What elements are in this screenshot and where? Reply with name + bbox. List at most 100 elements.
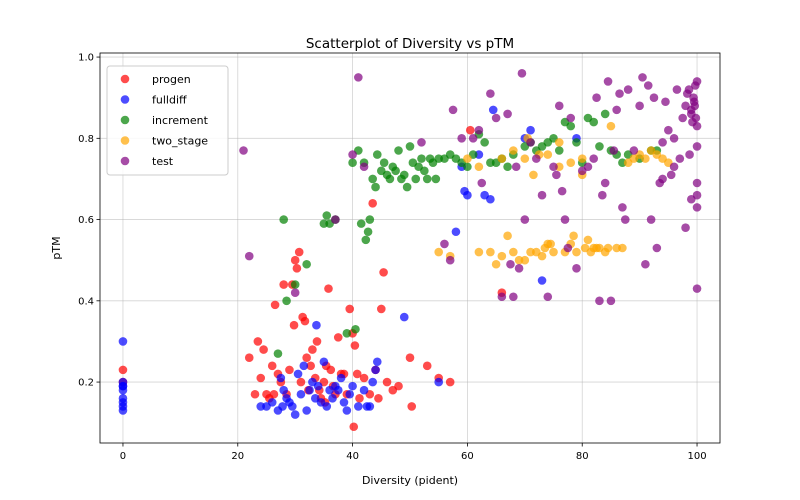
- data-point-progen: [445, 377, 455, 387]
- data-point-increment: [379, 158, 389, 167]
- data-point-fulldiff: [313, 381, 323, 391]
- x-tick-label: 0: [120, 451, 126, 462]
- data-point-progen: [290, 255, 300, 265]
- data-point-two_stage: [503, 231, 512, 241]
- data-point-two_stage: [641, 154, 650, 163]
- chart-title: Scatterplot of Diversity vs pTM: [306, 36, 514, 52]
- data-point-test: [448, 105, 458, 115]
- data-point-fulldiff: [278, 402, 287, 411]
- data-point-test: [598, 190, 607, 200]
- data-point-fulldiff: [486, 194, 495, 204]
- data-point-progen: [407, 402, 417, 411]
- data-point-test: [537, 190, 547, 200]
- data-point-two_stage: [509, 247, 518, 257]
- data-point-increment: [431, 174, 441, 184]
- data-point-progen: [308, 345, 317, 354]
- data-point-fulldiff: [451, 227, 461, 237]
- data-point-increment: [371, 182, 380, 192]
- data-point-increment: [361, 235, 371, 245]
- y-tick-label: 0.4: [78, 296, 94, 307]
- data-point-fulldiff: [293, 369, 303, 379]
- data-point-fulldiff: [339, 398, 349, 407]
- data-point-fulldiff: [365, 402, 375, 411]
- data-point-test: [646, 215, 656, 224]
- data-point-fulldiff: [305, 385, 314, 395]
- data-point-progen: [326, 365, 336, 375]
- data-point-test: [672, 85, 682, 94]
- data-point-test: [592, 93, 601, 102]
- data-point-progen: [300, 316, 310, 326]
- data-point-progen: [118, 365, 128, 375]
- data-point-increment: [356, 219, 366, 228]
- data-point-progen: [279, 280, 289, 289]
- data-point-progen: [355, 394, 364, 403]
- data-point-test: [623, 85, 633, 94]
- data-point-test: [612, 105, 621, 115]
- data-point-increment: [394, 146, 403, 155]
- data-point-fulldiff: [322, 402, 332, 411]
- data-point-progen: [294, 247, 304, 257]
- data-point-increment: [503, 162, 512, 172]
- data-point-test: [685, 150, 694, 159]
- data-point-increment: [463, 162, 472, 172]
- data-point-test: [618, 203, 627, 212]
- data-point-test: [572, 264, 581, 273]
- data-point-increment: [420, 166, 429, 176]
- data-point-increment: [290, 280, 300, 289]
- data-point-test: [603, 77, 613, 86]
- data-point-test: [348, 150, 357, 159]
- data-point-test: [669, 134, 679, 143]
- data-point-progen: [269, 389, 279, 399]
- data-point-two_stage: [569, 231, 578, 241]
- data-point-fulldiff: [537, 276, 547, 285]
- data-point-increment: [368, 174, 377, 184]
- data-point-test: [552, 170, 561, 180]
- data-point-progen: [405, 353, 415, 362]
- data-point-fulldiff: [267, 398, 277, 407]
- data-point-test: [692, 142, 702, 151]
- data-point-test: [417, 138, 426, 147]
- data-point-increment: [399, 170, 409, 180]
- data-point-two_stage: [577, 154, 587, 163]
- data-point-test: [635, 101, 644, 111]
- data-point-test: [583, 162, 593, 172]
- x-axis-title: Diversity (pident): [362, 474, 458, 487]
- data-point-fulldiff: [118, 337, 128, 346]
- data-point-test: [239, 146, 248, 155]
- data-point-progen: [296, 377, 306, 387]
- data-point-test: [486, 89, 495, 98]
- data-point-progen: [422, 361, 432, 371]
- x-tick-label: 40: [346, 451, 359, 462]
- data-point-two_stage: [497, 154, 507, 163]
- data-point-progen: [382, 377, 392, 387]
- data-point-increment: [595, 142, 604, 151]
- y-axis-ticks: 0.2 0.4 0.6 0.8 1.0: [78, 53, 100, 389]
- data-point-test: [649, 93, 659, 102]
- data-point-test: [686, 194, 696, 204]
- legend-label-two_stage: two_stage: [152, 135, 208, 148]
- data-point-fulldiff: [118, 385, 128, 395]
- data-point-progen: [259, 345, 268, 354]
- data-point-two_stage: [603, 243, 613, 253]
- data-point-test: [509, 292, 518, 302]
- data-point-test: [652, 243, 662, 253]
- data-point-increment: [363, 227, 373, 237]
- legend-label-test: test: [152, 155, 174, 168]
- data-point-test: [669, 162, 679, 172]
- data-point-fulldiff: [526, 125, 535, 135]
- series-test: [239, 69, 702, 306]
- data-point-test: [606, 296, 616, 306]
- data-point-fulldiff: [290, 410, 300, 419]
- data-point-test: [615, 89, 624, 98]
- data-point-fulldiff: [333, 385, 343, 395]
- data-point-two_stage: [509, 146, 518, 155]
- x-tick-label: 20: [231, 451, 244, 462]
- data-point-progen: [374, 394, 383, 403]
- data-point-fulldiff: [372, 357, 382, 367]
- data-point-test: [595, 296, 604, 306]
- data-point-progen: [285, 365, 294, 375]
- data-point-test: [506, 259, 515, 269]
- data-point-test: [681, 223, 690, 232]
- y-tick-label: 1.0: [78, 53, 94, 64]
